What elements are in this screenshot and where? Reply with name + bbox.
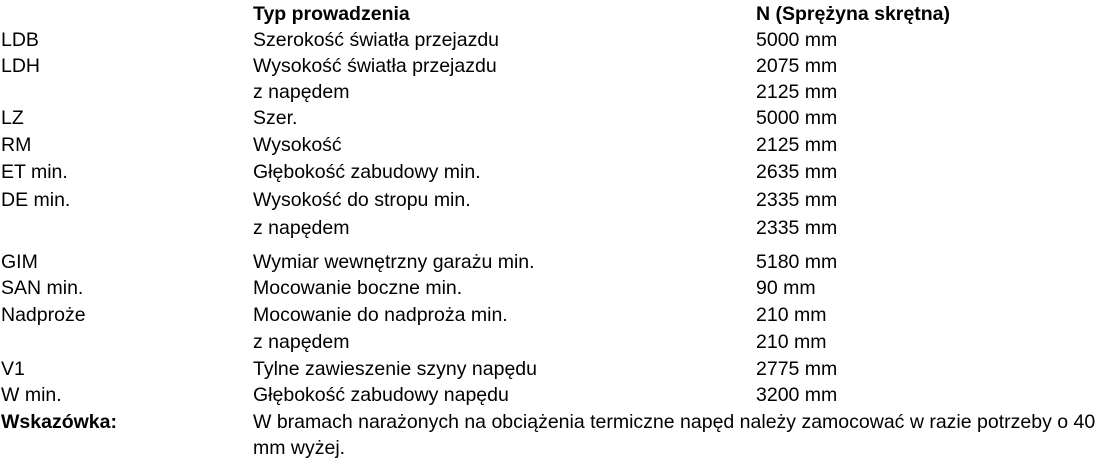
header-guide-type: Typ prowadzenia <box>253 3 410 25</box>
row-description: Mocowanie do nadproża min. <box>253 304 508 326</box>
row-code: W min. <box>1 384 62 406</box>
row-code: RM <box>1 134 32 156</box>
table-row: z napędem 210 mm <box>0 329 1118 355</box>
row-description: Wymiar wewnętrzny garażu min. <box>253 251 535 273</box>
row-code: ET min. <box>1 161 68 183</box>
row-description: Wysokość do stropu min. <box>253 189 471 211</box>
note-text: W bramach narażonych na obciążenia termi… <box>253 411 1096 459</box>
row-value: 5180 mm <box>756 251 838 273</box>
table-row: LDB Szerokość światła przejazdu 5000 mm <box>0 27 1118 53</box>
row-description: Głębokość zabudowy min. <box>253 161 481 183</box>
row-description: Wysokość <box>253 134 342 156</box>
table-row: DE min. Wysokość do stropu min. 2335 mm <box>0 187 1118 213</box>
table-row: LZ Szer. 5000 mm <box>0 105 1118 131</box>
row-value: 5000 mm <box>756 29 838 51</box>
row-code: SAN min. <box>1 277 84 299</box>
row-code: LZ <box>1 107 24 129</box>
row-description: z napędem <box>253 81 350 103</box>
table-row: SAN min. Mocowanie boczne min. 90 mm <box>0 275 1118 301</box>
table-row: GIM Wymiar wewnętrzny garażu min. 5180 mm <box>0 249 1118 275</box>
row-value: 2335 mm <box>756 189 838 211</box>
table-row: z napędem 2125 mm <box>0 79 1118 105</box>
row-description: Szerokość światła przejazdu <box>253 29 500 51</box>
row-code: LDH <box>1 55 41 77</box>
row-description: z napędem <box>253 331 350 353</box>
row-value: 210 mm <box>756 304 827 326</box>
table-row: ET min. Głębokość zabudowy min. 2635 mm <box>0 159 1118 185</box>
table-row: RM Wysokość 2125 mm <box>0 132 1118 158</box>
table-row: V1 Tylne zawieszenie szyny napędu 2775 mm <box>0 356 1118 382</box>
row-description: Szer. <box>253 107 298 129</box>
note-row: Wskazówka: <box>0 409 1118 435</box>
row-value: 3200 mm <box>756 384 838 406</box>
row-code: GIM <box>1 251 38 273</box>
row-description: Tylne zawieszenie szyny napędu <box>253 358 537 380</box>
row-code: DE min. <box>1 189 71 211</box>
row-description: Głębokość zabudowy napędu <box>253 384 509 406</box>
table-row: W min. Głębokość zabudowy napędu 3200 mm <box>0 382 1118 408</box>
row-value: 2125 mm <box>756 134 838 156</box>
row-value: 2775 mm <box>756 358 838 380</box>
row-value: 90 mm <box>756 277 816 299</box>
row-value: 210 mm <box>756 331 827 353</box>
row-code: Nadproże <box>1 304 86 326</box>
header-spring-type: N (Sprężyna skrętna) <box>756 3 950 25</box>
table-header: Typ prowadzenia N (Sprężyna skrętna) <box>0 1 1118 27</box>
row-code: LDB <box>1 29 39 51</box>
row-value: 2075 mm <box>756 55 838 77</box>
table-row: z napędem 2335 mm <box>0 215 1118 241</box>
table-row: LDH Wysokość światła przejazdu 2075 mm <box>0 53 1118 79</box>
row-value: 2635 mm <box>756 161 838 183</box>
row-code: V1 <box>1 358 25 380</box>
note-label: Wskazówka: <box>1 411 117 433</box>
row-description: z napędem <box>253 217 350 239</box>
row-value: 5000 mm <box>756 107 838 129</box>
row-description: Mocowanie boczne min. <box>253 277 463 299</box>
row-value: 2125 mm <box>756 81 838 103</box>
table-row: Nadproże Mocowanie do nadproża min. 210 mm <box>0 302 1118 328</box>
row-value: 2335 mm <box>756 217 838 239</box>
row-description: Wysokość światła przejazdu <box>253 55 497 77</box>
